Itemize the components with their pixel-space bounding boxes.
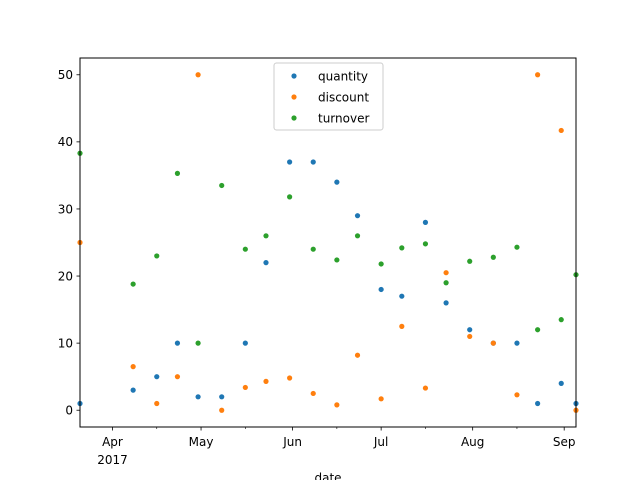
legend-marker-discount <box>291 94 297 100</box>
point-turnover <box>310 246 316 252</box>
point-quantity <box>154 374 160 380</box>
point-quantity <box>422 219 429 225</box>
y-tick-label: 30 <box>58 202 73 216</box>
x-axis-title: date <box>314 471 341 480</box>
legend-label-quantity: quantity <box>318 69 368 83</box>
y-tick-label: 20 <box>58 269 73 283</box>
point-discount <box>558 127 564 134</box>
point-turnover <box>219 182 225 189</box>
point-turnover <box>467 258 473 264</box>
point-turnover <box>195 340 201 346</box>
plot-area-frame <box>79 57 577 428</box>
point-turnover <box>334 257 340 263</box>
point-turnover <box>399 245 405 251</box>
point-turnover <box>422 241 429 247</box>
point-quantity <box>514 340 520 346</box>
legend-box <box>273 62 384 131</box>
point-discount <box>287 375 293 381</box>
point-quantity <box>399 293 405 299</box>
point-quantity <box>195 394 201 400</box>
point-turnover <box>514 244 520 250</box>
legend-label-discount: discount <box>318 90 369 104</box>
x-tick-label: May <box>189 435 214 449</box>
legend-label-turnover: turnover <box>318 111 369 125</box>
point-discount <box>195 72 201 78</box>
point-quantity <box>378 286 384 293</box>
point-discount <box>399 323 405 329</box>
point-discount <box>490 340 496 346</box>
x-tick-label: Sep <box>553 435 576 449</box>
point-discount <box>467 333 473 340</box>
point-quantity <box>174 340 181 346</box>
point-discount <box>130 364 136 370</box>
point-turnover <box>130 281 136 287</box>
point-quantity <box>310 159 316 165</box>
point-quantity <box>535 400 541 407</box>
point-quantity <box>242 340 248 346</box>
point-discount <box>174 374 181 380</box>
point-discount <box>263 378 269 384</box>
point-turnover <box>242 246 248 252</box>
point-discount <box>422 385 429 391</box>
x-tick-sublabel: 2017 <box>97 453 128 467</box>
data-points <box>77 72 579 413</box>
point-discount <box>334 402 340 408</box>
legend-marker-quantity <box>291 73 297 79</box>
point-discount <box>535 72 541 78</box>
point-discount <box>154 400 160 407</box>
point-turnover <box>490 254 496 260</box>
point-turnover <box>558 317 564 323</box>
point-quantity <box>443 300 449 306</box>
point-quantity <box>219 394 225 400</box>
x-tick-label: Apr <box>102 435 123 449</box>
point-discount <box>378 396 384 402</box>
x-tick-label: Aug <box>461 435 484 449</box>
point-turnover <box>263 233 269 239</box>
x-tick-label: Jun <box>282 435 302 449</box>
point-quantity <box>467 327 473 333</box>
point-turnover <box>378 261 384 267</box>
point-turnover <box>535 327 541 333</box>
point-quantity <box>130 387 136 393</box>
point-quantity <box>354 213 361 219</box>
point-discount <box>219 407 225 413</box>
y-tick-label: 50 <box>58 68 73 82</box>
legend: quantity discount turnover <box>273 62 384 131</box>
x-tick-label: Jul <box>373 435 388 449</box>
point-turnover <box>174 170 181 176</box>
point-turnover <box>354 233 361 239</box>
y-tick-label: 40 <box>58 135 73 149</box>
legend-marker-turnover <box>291 115 297 121</box>
point-discount <box>514 392 520 398</box>
point-discount <box>310 390 316 397</box>
point-quantity <box>558 380 564 386</box>
point-quantity <box>263 260 269 266</box>
y-tick-label: 10 <box>58 336 73 350</box>
point-turnover <box>443 280 449 286</box>
point-turnover <box>154 253 160 259</box>
point-discount <box>443 270 449 276</box>
point-quantity <box>334 179 340 185</box>
point-quantity <box>287 159 293 165</box>
axis-ticks: 0 10 20 30 40 50 Apr 2017 May Jun Jul Aug Sep <box>58 68 576 467</box>
point-turnover <box>287 194 293 200</box>
y-tick-label: 0 <box>65 404 73 418</box>
point-discount <box>354 352 361 358</box>
point-discount <box>242 384 248 391</box>
